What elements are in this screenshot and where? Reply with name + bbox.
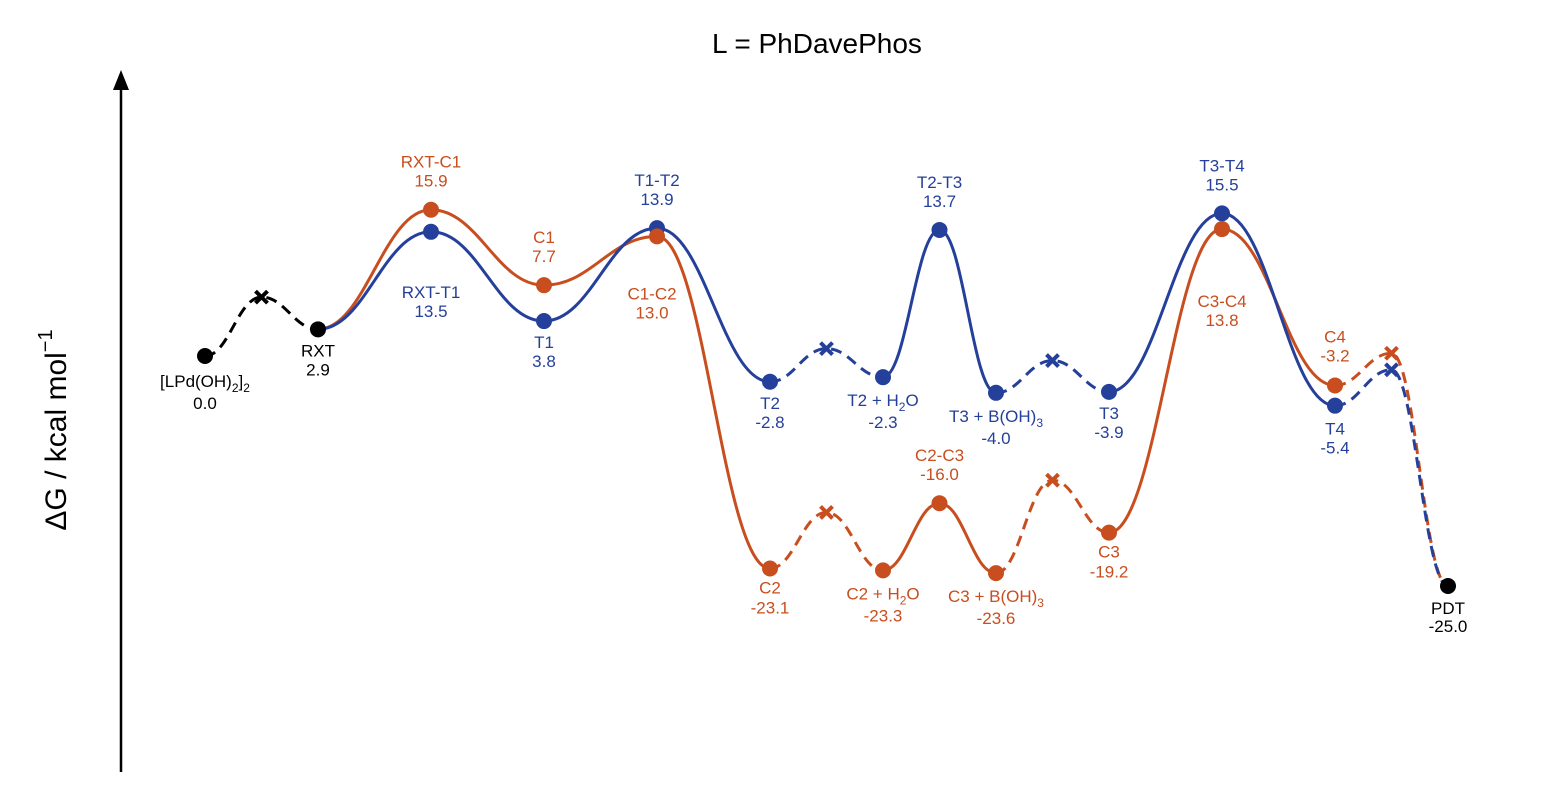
intermediate-marker-0 — [254, 289, 269, 305]
point-marker-C4 — [1327, 377, 1343, 394]
chart-title: L = PhDavePhos — [712, 28, 922, 59]
point-value-C1-C2: 13.0 — [635, 303, 668, 322]
point-value-T1-T2: 13.9 — [640, 190, 673, 209]
point-label-C2H2O: C2 + H2O — [846, 584, 919, 607]
point-value-C2: -23.1 — [751, 599, 790, 618]
point-label-C1-C2: C1-C2 — [627, 284, 676, 303]
series-curve-blue-8 — [769, 347, 884, 384]
series-curve-black-0 — [204, 295, 319, 358]
point-label-T1-T2: T1-T2 — [634, 171, 679, 190]
y-axis-label-group: ΔG / kcal mol−1 — [35, 329, 73, 530]
markers-layer — [197, 201, 1456, 594]
point-value-T1: 3.8 — [532, 352, 556, 371]
point-value-T2: -2.8 — [755, 413, 784, 432]
point-value-RXT-C1: 15.9 — [414, 172, 447, 191]
point-marker-T3BOH — [988, 384, 1004, 401]
point-label-C3BOH: C3 + B(OH)3 — [948, 587, 1044, 610]
point-label-RXT-T1: RXT-T1 — [402, 283, 461, 302]
y-axis-label: ΔG / kcal mol — [40, 352, 73, 530]
point-label-C1: C1 — [533, 228, 555, 247]
point-label-T3: T3 — [1099, 404, 1119, 423]
point-value-C4: -3.2 — [1320, 346, 1349, 365]
point-value-LPd: 0.0 — [193, 394, 217, 413]
y-axis-arrow — [113, 70, 129, 90]
point-label-C3-C4: C3-C4 — [1197, 292, 1246, 311]
point-value-RXT: 2.9 — [306, 360, 330, 379]
point-marker-C1-C2 — [649, 228, 665, 245]
point-value-T3: -3.9 — [1094, 423, 1123, 442]
point-value-RXT-T1: 13.5 — [414, 302, 447, 321]
point-marker-T3-T4 — [1214, 205, 1230, 222]
point-label-C2: C2 — [759, 579, 781, 598]
series-curve-orange-2 — [769, 510, 884, 572]
point-value-C3BOH: -23.6 — [977, 609, 1016, 628]
point-marker-C2 — [762, 560, 778, 577]
point-value-C3: -19.2 — [1090, 563, 1129, 582]
point-value-C3-C4: 13.8 — [1205, 311, 1238, 330]
point-label-C4: C4 — [1324, 327, 1346, 346]
point-label-T2: T2 — [760, 394, 780, 413]
point-marker-T2 — [762, 373, 778, 390]
series-curve-orange-5 — [1108, 227, 1336, 535]
point-value-T4: -5.4 — [1320, 439, 1349, 458]
point-marker-T4 — [1327, 397, 1343, 414]
point-label-T2-T3: T2-T3 — [917, 173, 962, 192]
point-value-T2-T3: 13.7 — [923, 192, 956, 211]
point-marker-C2-C3 — [931, 495, 948, 512]
point-label-RXT: RXT — [301, 341, 335, 360]
point-value-C1: 7.7 — [532, 247, 556, 266]
point-value-T3BOH: -4.0 — [981, 429, 1010, 448]
point-label-RXT-C1: RXT-C1 — [401, 153, 461, 172]
intermediate-marker-5 — [1384, 345, 1399, 361]
point-marker-T2-T3 — [931, 221, 948, 238]
intermediate-marker-3 — [1045, 353, 1060, 369]
point-value-PDT: -25.0 — [1429, 617, 1468, 636]
y-axis-label-superscript: −1 — [35, 329, 57, 352]
point-marker-C3BOH — [988, 565, 1004, 582]
point-label-T4: T4 — [1325, 420, 1345, 439]
intermediate-marker-6 — [1384, 362, 1399, 378]
point-label-T3-T4: T3-T4 — [1199, 156, 1244, 175]
point-marker-LPd — [197, 348, 213, 364]
point-label-LPd: [LPd(OH)2]2 — [160, 372, 250, 395]
point-value-T2H2O: -2.3 — [868, 413, 897, 432]
point-marker-T1 — [536, 313, 552, 330]
point-label-C2-C3: C2-C3 — [915, 446, 964, 465]
point-marker-C3 — [1101, 524, 1117, 541]
series-curve-blue-10 — [995, 359, 1110, 395]
point-label-C3: C3 — [1098, 543, 1120, 562]
point-marker-RXT-T1 — [423, 223, 439, 240]
point-label-PDT: PDT — [1431, 599, 1465, 618]
point-marker-C1 — [536, 277, 552, 294]
point-label-T1: T1 — [534, 333, 554, 352]
curves-layer — [204, 208, 1449, 588]
intermediate-marker-1 — [819, 341, 834, 357]
point-marker-RXT-C1 — [423, 201, 439, 218]
svg-text:ΔG / kcal mol−1: ΔG / kcal mol−1 — [35, 329, 73, 530]
intermediate-marker-4 — [1045, 472, 1060, 488]
series-curve-orange-1 — [317, 208, 771, 571]
series-curve-orange-3 — [882, 501, 997, 575]
point-label-T2H2O: T2 + H2O — [847, 391, 918, 414]
point-marker-C2H2O — [875, 562, 891, 579]
point-value-C2-C3: -16.0 — [920, 465, 959, 484]
point-value-C2H2O: -23.3 — [864, 606, 903, 625]
point-marker-PDT — [1440, 578, 1456, 594]
point-marker-RXT — [310, 321, 326, 338]
series-curve-blue-12 — [1334, 368, 1449, 588]
point-value-T3-T4: 15.5 — [1205, 175, 1238, 194]
point-marker-T3 — [1101, 383, 1117, 400]
point-label-T3BOH: T3 + B(OH)3 — [949, 407, 1043, 430]
point-marker-C3-C4 — [1214, 221, 1230, 238]
series-curve-orange-4 — [995, 478, 1110, 575]
point-marker-T2H2O — [875, 369, 891, 386]
series-curve-blue-9 — [882, 228, 997, 395]
intermediate-marker-2 — [819, 504, 834, 520]
